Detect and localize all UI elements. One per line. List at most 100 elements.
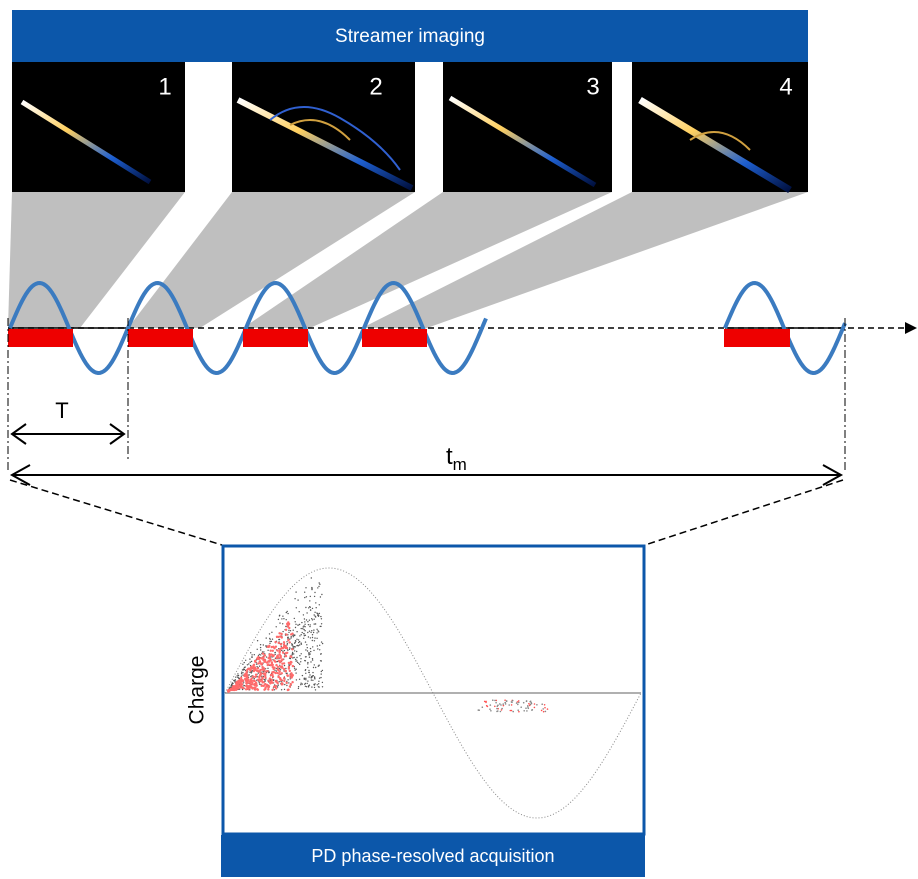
pd-point	[269, 681, 271, 683]
pd-point	[252, 675, 254, 677]
pd-point	[300, 683, 301, 684]
pd-point	[248, 663, 249, 664]
pd-point	[310, 637, 311, 638]
pd-point	[286, 619, 287, 620]
exposure-window	[724, 329, 790, 347]
pd-point	[305, 686, 306, 687]
pd-point	[512, 711, 514, 713]
pd-point	[314, 683, 315, 684]
pd-point	[314, 619, 315, 620]
pd-point	[278, 642, 280, 644]
pd-point	[312, 608, 313, 609]
pd-point	[543, 711, 545, 713]
pd-point	[500, 711, 502, 713]
pd-point	[318, 665, 319, 666]
pd-point	[303, 625, 304, 626]
pd-point	[271, 632, 272, 633]
pd-point	[311, 577, 312, 578]
pd-point	[287, 639, 289, 641]
pd-point	[505, 703, 507, 705]
pd-point	[242, 672, 243, 673]
pd-point	[292, 657, 293, 658]
pd-point	[542, 708, 544, 710]
pd-point	[278, 651, 280, 653]
pd-point	[544, 707, 546, 709]
pd-point	[532, 709, 534, 711]
pd-point	[283, 680, 285, 682]
pd-point	[272, 639, 273, 640]
pd-point	[284, 684, 285, 685]
pd-point	[279, 615, 280, 616]
exposure-window	[243, 329, 308, 347]
pd-point	[297, 662, 298, 663]
pd-point	[494, 700, 496, 702]
pd-point	[269, 641, 270, 642]
pd-point	[252, 666, 254, 668]
pd-point	[320, 653, 321, 654]
pd-point	[279, 666, 281, 668]
pd-point	[308, 624, 309, 625]
pd-point	[309, 685, 310, 686]
pd-point	[322, 643, 323, 644]
pd-point	[259, 666, 260, 667]
pd-point	[254, 678, 255, 679]
pd-point	[278, 673, 280, 675]
pd-point	[257, 670, 259, 672]
pd-point	[303, 614, 304, 615]
pd-point	[288, 641, 290, 643]
pd-point	[322, 670, 323, 671]
pd-point	[319, 645, 320, 646]
pd-point	[321, 671, 322, 672]
pd-point	[307, 662, 308, 663]
pd-point	[320, 596, 321, 597]
pd-point	[267, 646, 269, 648]
duration-subscript: m	[453, 455, 467, 474]
pd-point	[318, 681, 319, 682]
pd-point	[305, 641, 306, 642]
pd-point	[306, 686, 307, 687]
pd-point	[311, 630, 312, 631]
pd-point	[269, 643, 270, 644]
pd-point	[276, 626, 277, 627]
pd-point	[275, 646, 277, 648]
pd-point	[291, 648, 293, 650]
pd-point	[265, 680, 266, 681]
pd-point	[256, 657, 258, 659]
pd-point	[262, 656, 264, 658]
pd-point	[254, 660, 256, 662]
pd-point	[297, 624, 298, 625]
pd-point	[306, 596, 307, 597]
pd-point	[249, 658, 250, 659]
pd-point	[237, 677, 238, 678]
pd-point	[295, 659, 296, 660]
pd-point	[259, 680, 261, 682]
pd-point	[512, 700, 514, 702]
pd-point	[279, 668, 280, 669]
pd-point	[289, 655, 291, 657]
pd-point	[282, 652, 284, 654]
pd-point	[320, 616, 321, 617]
pd-point	[277, 676, 279, 678]
pd-point	[254, 683, 256, 685]
pd-point	[311, 589, 312, 590]
pd-point	[298, 639, 299, 640]
pd-point	[511, 704, 513, 706]
pd-point	[293, 636, 294, 637]
pd-point	[269, 638, 270, 639]
pd-point	[314, 612, 315, 613]
pd-point	[260, 663, 262, 665]
pd-point	[288, 666, 290, 668]
pd-point	[547, 708, 549, 710]
pd-point	[240, 686, 242, 688]
pd-point	[500, 704, 502, 706]
pd-point	[264, 654, 266, 656]
pd-point	[536, 704, 538, 706]
pd-point	[287, 611, 288, 612]
pd-point	[296, 651, 297, 652]
pd-point	[259, 654, 260, 655]
pd-point	[281, 636, 283, 638]
pd-point	[259, 671, 261, 673]
pd-point	[523, 710, 525, 712]
pd-point	[308, 636, 309, 637]
pd-point	[283, 670, 284, 671]
